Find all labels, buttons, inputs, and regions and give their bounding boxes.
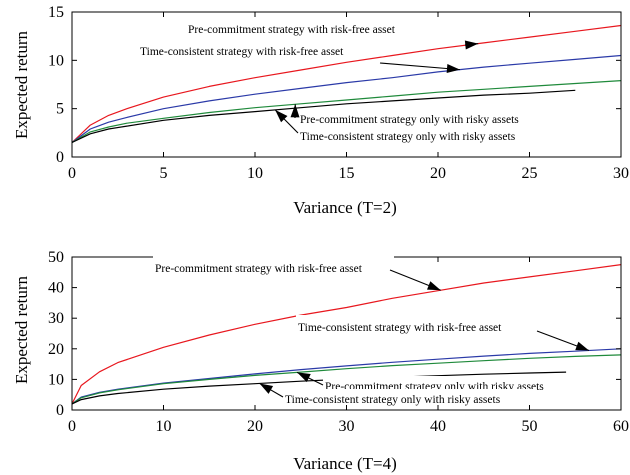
x-axis-label: Variance (T=4) [293,454,397,473]
arrowhead-icon [259,383,274,394]
annotation-label: Time-consistent strategy only with risky… [300,131,516,143]
series-line [71,89,576,144]
y-tick-label: 0 [56,149,64,166]
y-tick-label: 0 [56,402,64,419]
series-line [71,80,622,144]
annotation-bg [186,17,471,33]
annotation-bg [153,256,394,272]
y-tick-label: 10 [48,371,64,388]
annotation-label: Pre-commitment strategy with risk-free a… [155,263,363,275]
x-tick-label: 25 [522,165,538,182]
x-tick-label: 10 [247,165,263,182]
x-tick-label: 60 [613,418,629,435]
series-line [71,54,622,143]
y-tick-label: 15 [48,4,64,21]
chart-bottom: Expected return Variance (T=4) 0 10 20 30 40… [12,249,629,473]
y-axis-label: Expected return [12,275,31,384]
y-tick-label: 5 [56,101,64,118]
arrowhead-icon [464,40,479,50]
x-axis-label: Variance (T=2) [293,198,397,217]
y-tick-label: 10 [48,52,64,69]
x-tick-label: 50 [522,418,538,435]
arrowhead-icon [297,372,311,383]
y-tick-label: 50 [48,249,64,266]
x-tick-label: 20 [430,165,446,182]
x-tick-label: 30 [339,418,355,435]
series-line [71,354,622,405]
annotation-arrow [379,62,461,71]
annotation-label: Pre-commitment strategy only with risky … [300,114,519,126]
arrowhead-icon [275,109,288,123]
annotation-label: Time-consistent strategy with risk-free … [140,46,344,58]
x-tick-label: 0 [68,165,76,182]
y-tick-label: 30 [48,310,64,327]
annotation-label: Time-consistent strategy only with risky… [285,394,501,406]
x-tick-label: 30 [613,165,629,182]
annotation-bg [296,315,534,331]
arrowhead-icon [575,341,589,351]
annotation-bg [298,126,546,140]
x-tick-label: 0 [68,418,76,435]
x-tick-label: 5 [160,165,168,182]
annotation-bg [298,109,546,123]
arrowhead-icon [427,281,441,291]
annotation-bg [138,39,385,55]
y-tick-label: 20 [48,341,64,358]
arrowhead-icon [446,64,460,74]
chart-top: Expected return Variance (T=2) 0 5 10 15 20 2… [12,4,629,217]
arrowhead-icon [290,104,300,118]
annotation-bg [283,389,537,403]
x-tick-label: 10 [156,418,172,435]
y-axis-label: Expected return [12,30,31,139]
x-tick-label: 40 [430,418,446,435]
annotation-bg [323,376,578,390]
annotation-label: Pre-commitment strategy with risk-free a… [188,24,396,36]
x-tick-label: 20 [247,418,263,435]
y-tick-label: 40 [48,280,64,297]
series-line [71,371,567,405]
series-line [71,24,622,143]
x-tick-label: 15 [339,165,355,182]
annotation-label: Time-consistent strategy with risk-free … [298,322,502,334]
